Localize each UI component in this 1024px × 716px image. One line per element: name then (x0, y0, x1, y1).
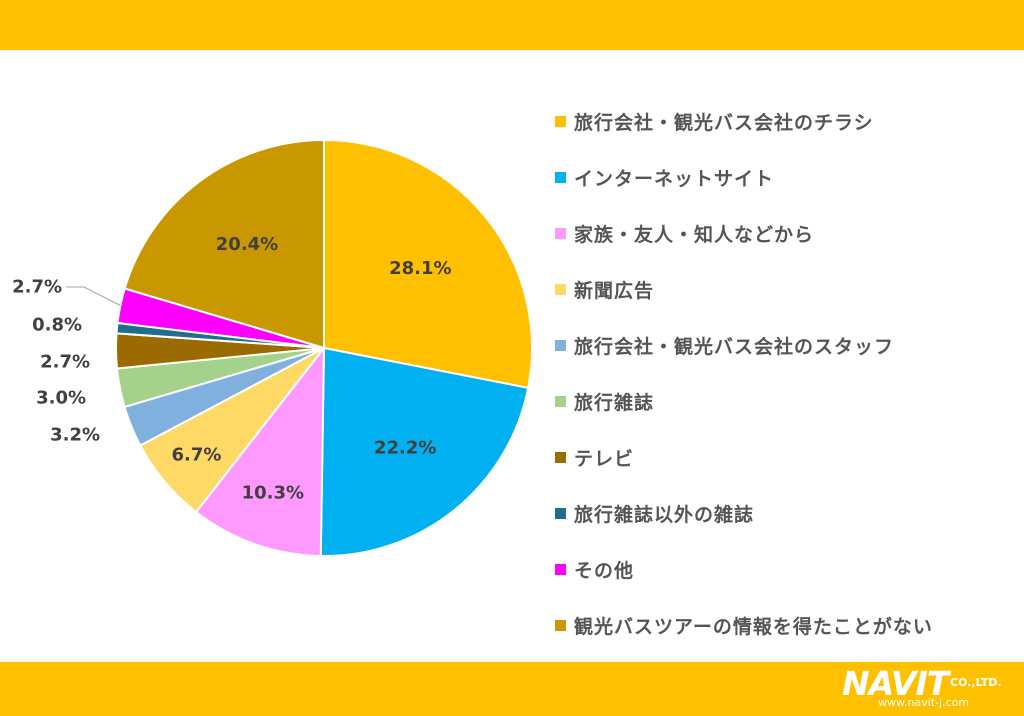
legend: 旅行会社・観光バス会社のチラシ インターネットサイト家族・友人・知人などから 新聞広… (555, 93, 1015, 653)
legend-swatch (555, 115, 566, 127)
legend-label: インターネットサイト (574, 167, 775, 190)
legend-item: 観光バスツアーの情報を得たことがない (555, 597, 1015, 653)
pie-slice-label: 28.1% (389, 258, 451, 279)
legend-label: 旅行雑誌以外の雑誌 (574, 503, 755, 526)
pie-slice-label: 22.2% (374, 438, 436, 459)
pie-slice (319, 346, 530, 557)
legend-label: テレビ (574, 447, 635, 470)
bottom-band (0, 662, 1024, 716)
legend-swatch (555, 619, 566, 631)
legend-swatch (555, 563, 566, 575)
top-band (0, 0, 1024, 50)
pie-slices (115, 138, 533, 557)
legend-label: 観光バスツアーの情報を得たことがない (574, 615, 933, 638)
legend-item: 旅行雑誌以外の雑誌 (555, 485, 1015, 541)
legend-swatch (555, 283, 566, 295)
pie-slice (323, 138, 533, 390)
logo-name: NAVIT (842, 664, 949, 703)
pie-chart: 28.1% 22.2% 10.3% 6.7% 3.2% 3.0% 2.7% 0.8% 2.7% 2… (12, 138, 533, 557)
pie-slice-label: 20.4% (216, 234, 278, 255)
pie-slice-label: 6.7% (172, 445, 222, 466)
logo-url: www.navit-j.com (878, 696, 970, 709)
legend-swatch (555, 451, 566, 463)
logo-suffix: CO.,LTD. (950, 676, 1002, 689)
legend-swatch (555, 171, 566, 183)
legend-label: 旅行雑誌 (574, 391, 655, 414)
legend-item: インターネットサイト (555, 149, 1015, 205)
legend-swatch (555, 339, 566, 351)
pie-slice-label: 3.2% (50, 425, 100, 446)
company-logo: NAVIT CO.,LTD. www.navit-j.com (842, 664, 1018, 714)
pie-slice-label: 10.3% (242, 483, 304, 504)
pie-labels: 28.1% 22.2% 10.3% 6.7% 3.2% 3.0% 2.7% 0.8% 2.7% 2… (12, 234, 451, 504)
legend-item: 旅行雑誌 (555, 373, 1015, 429)
legend-item: 旅行会社・観光バス会社のスタッフ (555, 317, 1015, 373)
legend-item: テレビ (555, 429, 1015, 485)
legend-item: その他 (555, 541, 1015, 597)
pie-slice-label: 0.8% (32, 315, 82, 336)
legend-label: その他 (574, 559, 635, 582)
legend-item: 家族・友人・知人などから (555, 205, 1015, 261)
legend-label: 旅行会社・観光バス会社のチラシ (574, 111, 874, 134)
legend-swatch (555, 395, 566, 407)
legend-swatch (555, 227, 566, 239)
legend-item: 旅行会社・観光バス会社のチラシ (555, 93, 1015, 149)
leader-lines (66, 286, 121, 306)
pie-slice (123, 138, 325, 350)
pie-slice-label: 3.0% (36, 388, 86, 409)
legend-label: 旅行会社・観光バス会社のスタッフ (574, 335, 895, 358)
pie-slice-label: 2.7% (12, 277, 62, 298)
pie-slice (194, 345, 326, 557)
legend-swatch (555, 507, 566, 519)
pie-slice-label: 2.7% (40, 352, 90, 373)
leader-line (66, 286, 121, 306)
legend-label: 家族・友人・知人などから (574, 223, 815, 246)
legend-label: 新聞広告 (574, 279, 655, 302)
legend-item: 新聞広告 (555, 261, 1015, 317)
